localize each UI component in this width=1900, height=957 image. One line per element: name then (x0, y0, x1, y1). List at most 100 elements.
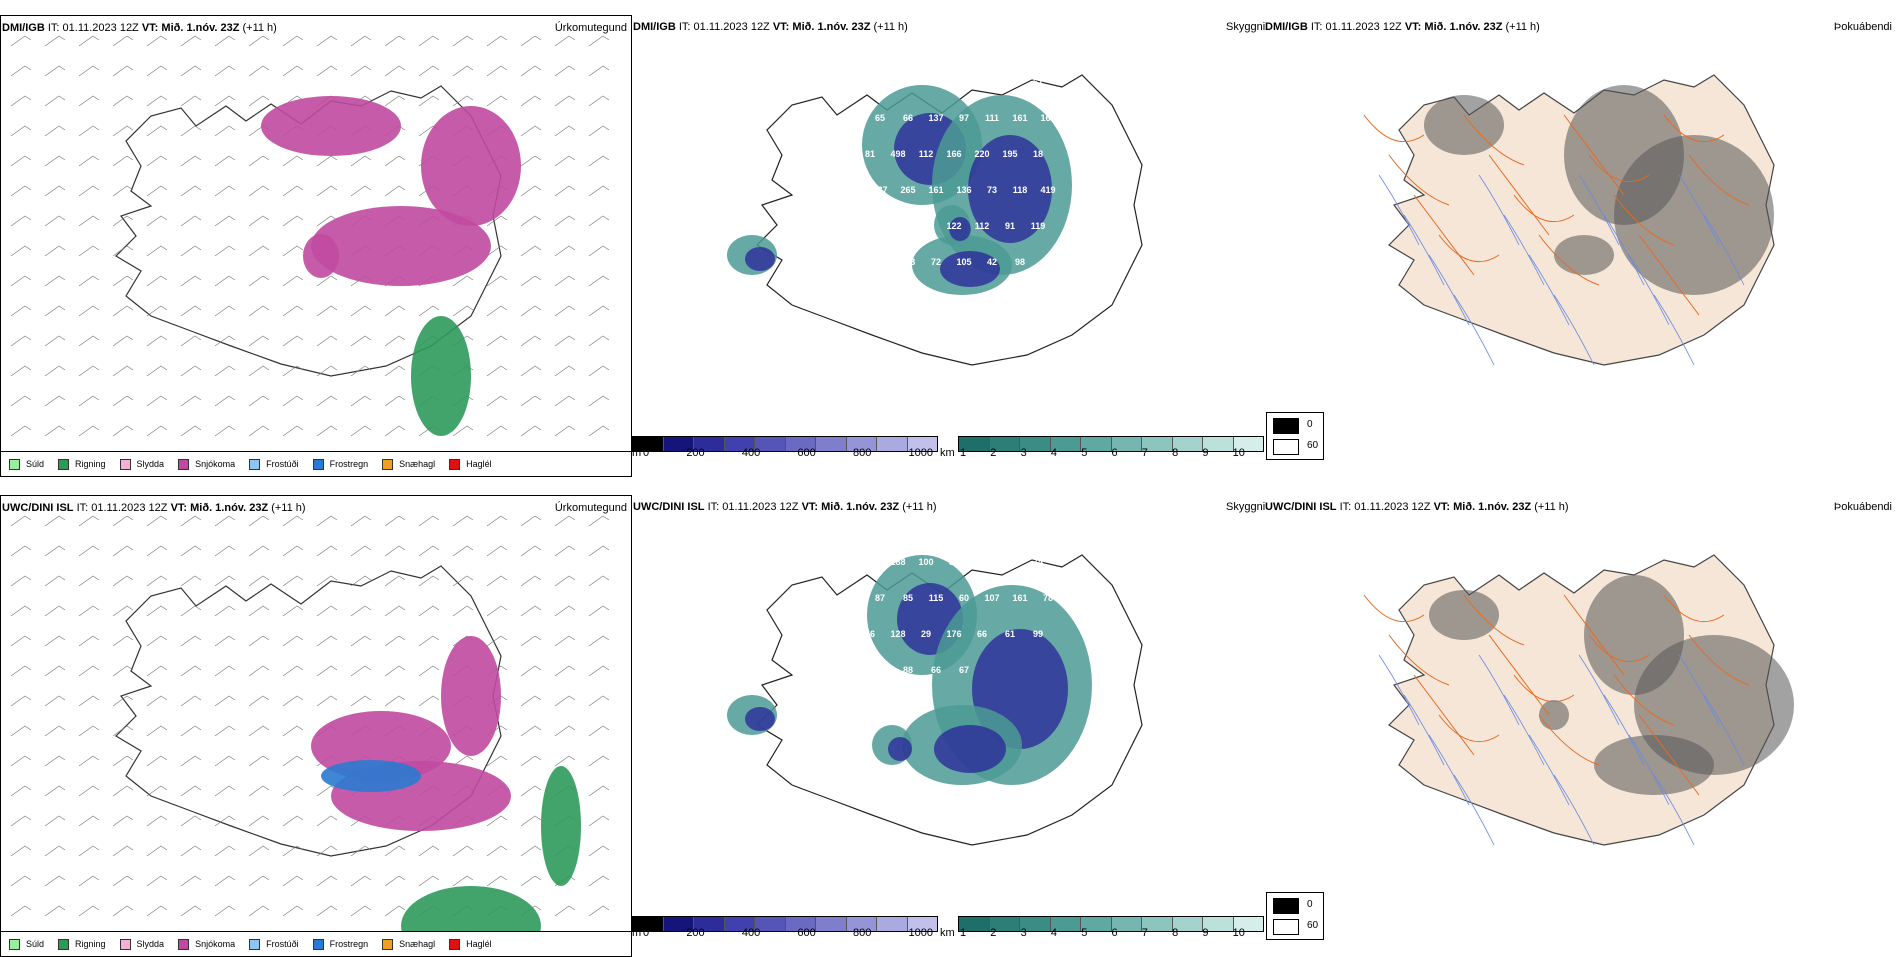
wind-barb (248, 545, 270, 557)
wind-barb (214, 545, 236, 557)
wind-barb (112, 125, 134, 137)
ceiling-value-label: 66 (977, 629, 987, 639)
wind-barb (554, 35, 576, 47)
wind-barb (554, 755, 576, 767)
colorbar-segment (755, 437, 786, 451)
ceiling-value-label: 78 (1043, 593, 1053, 603)
ceiling-value-label: 99 (1033, 629, 1043, 639)
wind-barb (44, 755, 66, 767)
wind-barb (588, 155, 610, 167)
colorbar-segment (989, 917, 1020, 931)
fog-header-row1: DMI/IGB IT: 01.11.2023 12Z VT: Mið. 1.nó… (1265, 21, 1540, 33)
wind-barb (44, 695, 66, 707)
wind-barb (112, 545, 134, 557)
road-line (1488, 154, 1550, 236)
precip-title-row1: Úrkomutegund (554, 22, 627, 34)
ceiling-value-label: 111 (985, 113, 999, 123)
wind-barb (384, 905, 406, 917)
wind-barb (10, 215, 32, 227)
wind-barb (112, 425, 134, 437)
wind-barb (180, 395, 202, 407)
wind-barb (282, 605, 304, 617)
wind-barb (316, 575, 338, 587)
wind-barb (248, 515, 270, 527)
wind-barb (44, 815, 66, 827)
river-line (1378, 174, 1420, 246)
visibility-colorbar-row2 (958, 916, 1264, 932)
wind-barb (554, 425, 576, 437)
ceiling-value-label: 308 (890, 221, 905, 231)
ceiling-value-label: 498 (890, 149, 905, 159)
wind-barb (214, 395, 236, 407)
wind-barb (44, 35, 66, 47)
ceiling-value-label: 419 (1040, 185, 1055, 195)
colorbar-segment (663, 437, 694, 451)
ceiling-value-label: 166 (946, 149, 961, 159)
road-line (1513, 194, 1575, 223)
precip-panel-row1: DMI/IGB IT: 01.11.2023 12Z VT: Mið. 1.nó… (0, 15, 632, 477)
colorbar-segment (633, 917, 664, 931)
road-line (1438, 714, 1500, 743)
wind-barb (588, 515, 610, 527)
ceiling-area (934, 725, 1006, 773)
wind-barb (452, 545, 474, 557)
wind-barb (520, 515, 542, 527)
precip-legend-item: Snjókoma (178, 458, 235, 470)
fog-area (1424, 95, 1504, 155)
colorbar-segment (1050, 917, 1081, 931)
road-line (1413, 674, 1475, 756)
legend-swatch (58, 938, 70, 950)
wind-barb (78, 875, 100, 887)
legend-swatch (58, 458, 70, 470)
wind-barb (316, 545, 338, 557)
wind-barb (248, 155, 270, 167)
wind-barb (10, 755, 32, 767)
wind-barb (112, 515, 134, 527)
wind-barb (316, 875, 338, 887)
wind-barb (554, 605, 576, 617)
wind-barb (316, 35, 338, 47)
ceiling-area (745, 247, 775, 271)
cloud-header-row2: UWC/DINI ISL IT: 01.11.2023 12Z VT: Mið.… (633, 501, 937, 513)
colorbar-tick: 600 (797, 447, 816, 459)
fog-legend-low-swatch (1273, 418, 1299, 434)
ceiling-value-label: 57 (1005, 557, 1015, 567)
river-line (1453, 294, 1495, 366)
ceiling-value-label: 128 (890, 629, 905, 639)
wind-barb (146, 125, 168, 137)
wind-barb (78, 635, 100, 647)
wind-barb (418, 65, 440, 77)
wind-barb (282, 155, 304, 167)
ceiling-value-label: 161 (928, 185, 943, 195)
wind-barb (248, 305, 270, 317)
colorbar-tick: 1 (960, 927, 967, 939)
wind-barb (418, 605, 440, 617)
wind-barb (10, 35, 32, 47)
ceiling-value-label: 31 (949, 557, 959, 567)
legend-label: Frostúði (266, 939, 299, 949)
wind-barb (418, 35, 440, 47)
wind-barb (486, 275, 508, 287)
colorbar-tick: 200 (686, 447, 705, 459)
wind-barb (44, 875, 66, 887)
road-line (1588, 154, 1650, 183)
ceiling-value-label: 220 (974, 149, 989, 159)
ceiling-value-label: 66 (931, 665, 941, 675)
wind-barb (248, 65, 270, 77)
wind-barb (10, 95, 32, 107)
wind-barb (44, 185, 66, 197)
wind-barb (520, 65, 542, 77)
wind-barb (112, 695, 134, 707)
wind-barb (588, 305, 610, 317)
colorbar-tick: 7 (1141, 447, 1148, 459)
wind-barb (588, 575, 610, 587)
wind-barb (452, 575, 474, 587)
ceiling-value-label: 72 (931, 257, 941, 267)
wind-barb (44, 425, 66, 437)
wind-barb (350, 695, 372, 707)
wind-barb (384, 665, 406, 677)
wind-barb (78, 815, 100, 827)
wind-barb (350, 665, 372, 677)
river-line (1628, 254, 1670, 326)
wind-barb (520, 275, 542, 287)
